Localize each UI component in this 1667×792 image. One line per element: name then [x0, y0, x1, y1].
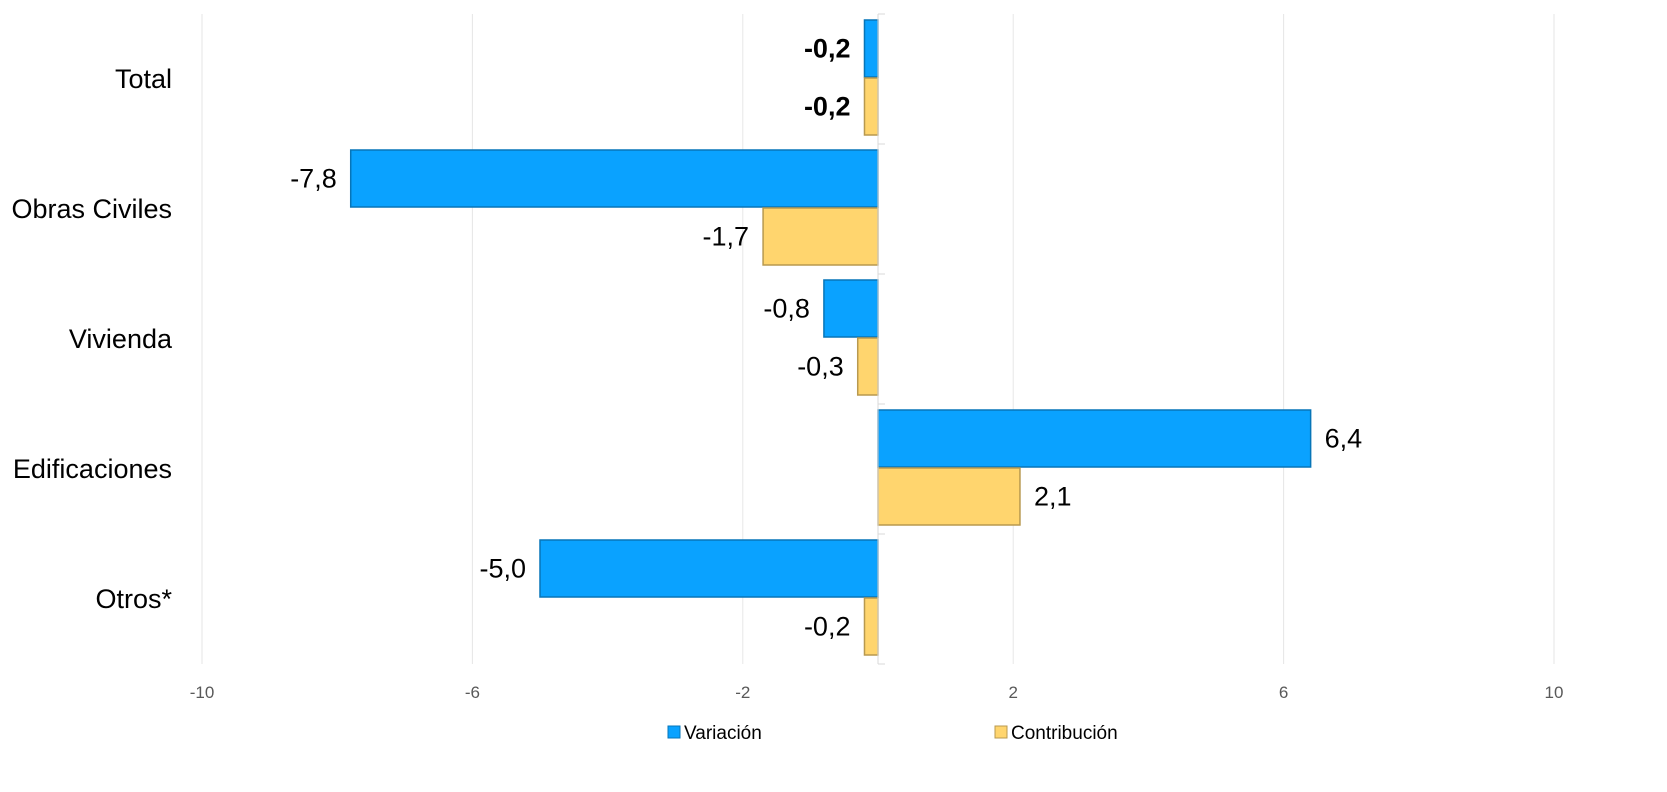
category-label-otros: Otros* [95, 584, 172, 614]
x-tick-label: -10 [190, 683, 215, 702]
legend-swatch-variacion [667, 725, 681, 739]
category-label-vivienda: Vivienda [69, 324, 173, 354]
bar-contribucion-total [863, 77, 879, 136]
x-tick-label: 6 [1279, 683, 1288, 702]
data-label-contribucion-otros: -0,2 [804, 612, 851, 642]
x-tick-label: -6 [465, 683, 480, 702]
category-labels: Total Obras Civiles Vivienda Edificaciones O… [11, 64, 173, 614]
bars [349, 19, 1312, 656]
bar-contribucion-otros [863, 597, 879, 656]
legend: Variación Contribución [667, 723, 1118, 744]
category-label-total: Total [115, 64, 172, 94]
data-label-variacion-total: -0,2 [804, 34, 851, 64]
data-label-variacion-otros: -5,0 [479, 554, 526, 584]
x-tick-label: 10 [1545, 683, 1564, 702]
x-tick-label: -2 [735, 683, 750, 702]
category-label-obras-civiles: Obras Civiles [11, 194, 172, 224]
bar-contribucion-edificaciones [877, 467, 1021, 526]
x-tick-label: 2 [1008, 683, 1017, 702]
category-label-edificaciones: Edificaciones [13, 454, 172, 484]
data-label-variacion-edificaciones: 6,4 [1325, 424, 1363, 454]
legend-label-contribucion: Contribución [1011, 723, 1118, 744]
data-label-variacion-obras-civiles: -7,8 [290, 164, 337, 194]
bar-variacion-total [863, 19, 879, 78]
bar-variacion-edificaciones [877, 409, 1312, 468]
data-labels: -0,2 -0,2 -7,8 -1,7 -0,8 -0,3 6,4 2,1 -5,0 -0,2 [290, 34, 1362, 642]
data-label-contribucion-vivienda: -0,3 [797, 352, 844, 382]
gridlines [201, 14, 1555, 664]
bar-contribucion-obras-civiles [762, 207, 879, 266]
bar-variacion-otros [539, 539, 879, 598]
bar-variacion-obras-civiles [349, 149, 879, 208]
bar-contribucion-vivienda [856, 337, 879, 396]
legend-label-variacion: Variación [684, 723, 762, 744]
value-axis: -10 -6 -2 2 6 10 [190, 13, 1564, 702]
data-label-contribucion-total: -0,2 [804, 92, 851, 122]
data-label-contribucion-obras-civiles: -1,7 [703, 222, 750, 252]
data-label-contribucion-edificaciones: 2,1 [1034, 482, 1072, 512]
data-label-variacion-vivienda: -0,8 [763, 294, 810, 324]
bar-variacion-vivienda [823, 279, 879, 338]
legend-swatch-contribucion [994, 725, 1008, 739]
